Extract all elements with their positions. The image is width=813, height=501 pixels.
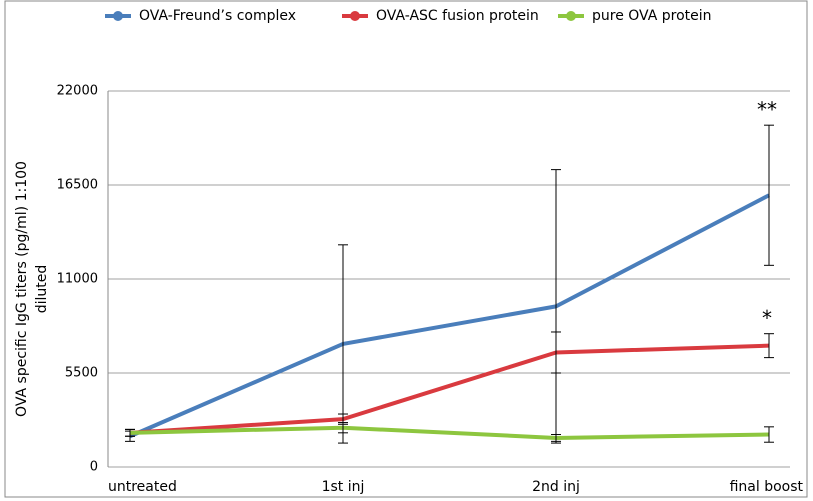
annotation: ** bbox=[757, 98, 777, 122]
series-line bbox=[129, 425, 770, 440]
x-tick-label: final boost bbox=[730, 479, 804, 495]
y-tick-label: 16500 bbox=[57, 178, 98, 193]
x-tick-label: 1st inj bbox=[322, 479, 365, 495]
legend-label: pure OVA protein bbox=[592, 8, 712, 24]
legend-marker bbox=[350, 11, 360, 21]
y-axis-label: OVA specific IgG titers (pg/ml) 1:100 bbox=[14, 161, 30, 417]
y-tick-label: 0 bbox=[90, 460, 98, 475]
y-tick-label: 11000 bbox=[57, 272, 98, 287]
series-line bbox=[129, 343, 770, 435]
y-tick-label: 5500 bbox=[65, 366, 98, 381]
y-axis-label: diluted bbox=[34, 265, 50, 314]
legend-marker bbox=[566, 11, 576, 21]
x-tick-label: untreated bbox=[108, 479, 177, 495]
legend-label: OVA-Freund’s complex bbox=[139, 8, 296, 24]
legend-marker bbox=[113, 11, 123, 21]
legend-label: OVA-ASC fusion protein bbox=[376, 8, 539, 24]
series-line bbox=[129, 193, 770, 439]
chart-frame bbox=[4, 0, 808, 498]
y-tick-label: 22000 bbox=[57, 84, 98, 99]
x-tick-label: 2nd inj bbox=[532, 479, 580, 495]
annotation: * bbox=[762, 306, 772, 330]
